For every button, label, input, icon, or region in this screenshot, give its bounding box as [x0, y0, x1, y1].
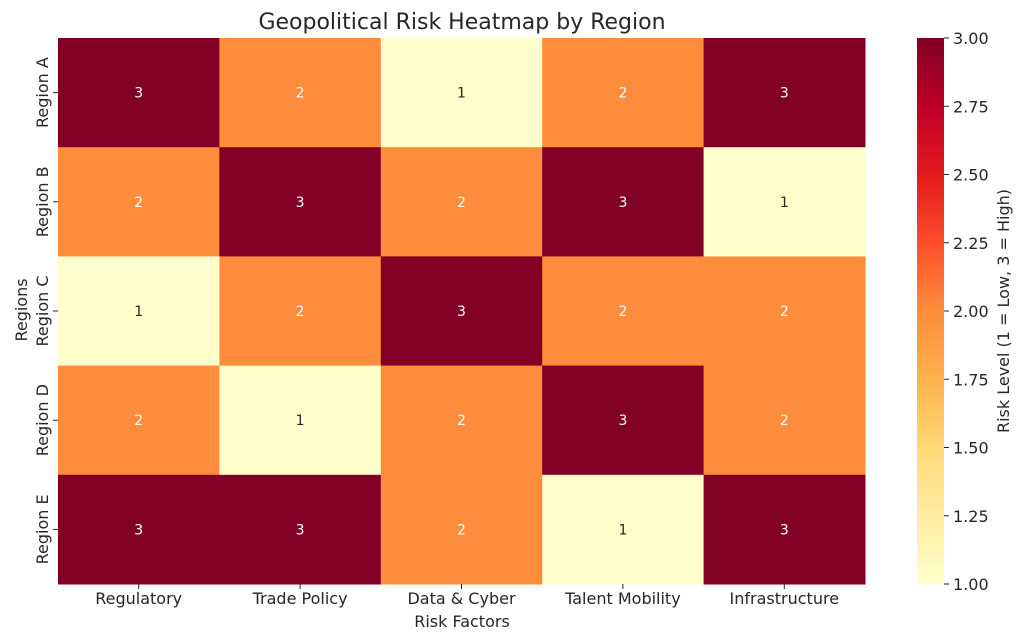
- heatmap-cell: [542, 474, 705, 585]
- colorbar-tick-label: 2.00: [953, 302, 989, 321]
- cell-value-label: 1: [134, 304, 143, 320]
- heatmap-cell: [219, 474, 382, 585]
- heatmap-cell: [703, 147, 866, 257]
- cell-value-label: 2: [457, 195, 466, 211]
- heatmap-cell: [380, 474, 543, 585]
- heatmap-cell-labels: 3 2 1 2 3 2 3 2 3 1 1 2 3 2 2 2 1 2 3 2 3 3 2 1 3: [134, 86, 789, 539]
- cell-value-label: 3: [134, 86, 143, 102]
- heatmap-cell: [380, 38, 543, 148]
- heatmap-cell: [542, 365, 705, 476]
- cell-value-label: 3: [618, 195, 627, 211]
- heatmap-cell: [58, 256, 220, 367]
- heatmap-cell: [703, 474, 866, 585]
- cell-value-label: 2: [618, 304, 627, 320]
- cell-value-label: 3: [780, 522, 789, 538]
- colorbar-tick-label: 2.75: [953, 97, 989, 116]
- x-tick-label: Data & Cyber: [407, 589, 515, 608]
- colorbar-tick-label: 3.00: [953, 29, 989, 48]
- heatmap-cells: [58, 38, 866, 585]
- x-tick-label: Trade Policy: [252, 589, 348, 608]
- heatmap-cell: [542, 147, 705, 257]
- heatmap-cell: [703, 365, 866, 476]
- colorbar-tick-label: 2.25: [953, 234, 989, 253]
- cell-value-label: 2: [134, 413, 143, 429]
- colorbar-ticks: 1.00 1.25 1.50 1.75 2.00 2.25 2.50 2.75 3.00: [944, 29, 989, 594]
- cell-value-label: 3: [457, 304, 466, 320]
- y-tick-label: Region D: [33, 384, 52, 456]
- y-tick-label: Region E: [33, 494, 52, 564]
- heatmap-cell: [58, 474, 220, 585]
- colorbar-label: Risk Level (1 = Low, 3 = High): [994, 189, 1013, 433]
- heatmap-cell: [703, 38, 866, 148]
- colorbar-tick-label: 1.50: [953, 439, 989, 458]
- heatmap-cell: [58, 365, 220, 476]
- heatmap-cell: [219, 256, 382, 367]
- chart-title: Geopolitical Risk Heatmap by Region: [258, 10, 665, 35]
- colorbar-tick-label: 1.00: [953, 575, 989, 594]
- y-tick-label: Region C: [33, 275, 52, 346]
- cell-value-label: 3: [296, 522, 305, 538]
- heatmap-cell: [542, 38, 705, 148]
- cell-value-label: 2: [134, 195, 143, 211]
- colorbar-tick-label: 1.75: [953, 370, 989, 389]
- x-tick-label: Regulatory: [95, 589, 182, 608]
- heatmap-cell: [380, 365, 543, 476]
- heatmap-cell: [703, 256, 866, 367]
- colorbar-tick-label: 2.50: [953, 166, 989, 185]
- y-tick-label: Region B: [33, 166, 52, 237]
- cell-value-label: 2: [296, 304, 305, 320]
- x-axis-label: Risk Factors: [414, 612, 510, 631]
- heatmap-cell: [219, 38, 382, 148]
- cell-value-label: 2: [780, 304, 789, 320]
- heatmap-cell: [380, 256, 543, 367]
- cell-value-label: 1: [296, 413, 305, 429]
- heatmap-cell: [542, 256, 705, 367]
- cell-value-label: 1: [780, 195, 789, 211]
- heatmap-cell: [219, 147, 382, 257]
- cell-value-label: 2: [457, 522, 466, 538]
- cell-value-label: 2: [780, 413, 789, 429]
- heatmap-cell: [380, 147, 543, 257]
- cell-value-label: 3: [780, 86, 789, 102]
- cell-value-label: 3: [618, 413, 627, 429]
- colorbar-tick-label: 1.25: [953, 507, 989, 526]
- x-tick-label: Talent Mobility: [564, 589, 681, 608]
- heatmap-cell: [58, 147, 220, 257]
- cell-value-label: 2: [296, 86, 305, 102]
- x-tick-label: Infrastructure: [730, 589, 839, 608]
- cell-value-label: 3: [296, 195, 305, 211]
- heatmap-cell: [58, 38, 220, 148]
- cell-value-label: 1: [618, 522, 627, 538]
- colorbar: [917, 38, 944, 584]
- cell-value-label: 3: [134, 522, 143, 538]
- cell-value-label: 2: [457, 413, 466, 429]
- cell-value-label: 2: [618, 86, 627, 102]
- x-axis-ticks: Regulatory Trade Policy Data & Cyber Talent…: [95, 584, 839, 608]
- y-axis-label: Regions: [12, 278, 31, 341]
- y-tick-label: Region A: [33, 57, 52, 128]
- heatmap-cell: [219, 365, 382, 476]
- cell-value-label: 1: [457, 86, 466, 102]
- y-axis-ticks: Region A Region B Region C Region D Region E: [33, 57, 58, 564]
